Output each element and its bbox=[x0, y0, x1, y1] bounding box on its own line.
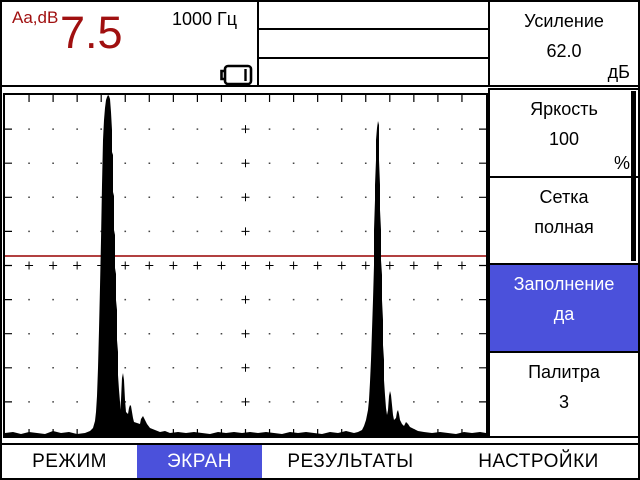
panel-item-brightness[interactable]: Яркость 100 % bbox=[488, 88, 640, 178]
bottom-menu-bar: РЕЖИМ ЭКРАН РЕЗУЛЬТАТЫ НАСТРОЙКИ bbox=[0, 443, 640, 480]
panel-item-gain-label: Усиление bbox=[524, 11, 604, 31]
panel-item-palette-value: 3 bbox=[558, 392, 569, 412]
panel-item-fill[interactable]: Заполнение да bbox=[488, 263, 640, 353]
menu-item-2[interactable]: РЕЗУЛЬТАТЫ bbox=[262, 445, 439, 478]
menu-item-3-label: НАСТРОЙКИ bbox=[478, 451, 599, 472]
panel-item-grid[interactable]: Сетка полная bbox=[488, 176, 640, 265]
panel-scrollbar-thumb[interactable] bbox=[631, 91, 636, 261]
measurement-value: 7.5 bbox=[60, 7, 123, 58]
panel-item-brightness-unit: % bbox=[613, 153, 630, 173]
panel-item-brightness-value: 100 bbox=[548, 129, 580, 149]
menu-item-0-label: РЕЖИМ bbox=[32, 451, 107, 472]
panel-item-brightness-label: Яркость bbox=[530, 99, 598, 119]
panel-item-palette-label: Палитра bbox=[528, 362, 600, 382]
ascan-waveform bbox=[5, 95, 486, 436]
panel-item-grid-label: Сетка bbox=[539, 187, 589, 207]
menu-item-0[interactable]: РЕЖИМ bbox=[2, 445, 137, 478]
panel-item-gain-value: 62.0 bbox=[546, 41, 582, 61]
measurement-mode-label: Aa,dB bbox=[12, 8, 59, 27]
measurement-cell: Aa,dB 7.5 1000 Гц bbox=[0, 0, 259, 87]
panel-item-fill-value: да bbox=[553, 304, 575, 324]
menu-item-1[interactable]: ЭКРАН bbox=[137, 445, 262, 478]
ascan-svg bbox=[5, 95, 486, 436]
menu-item-1-label: ЭКРАН bbox=[166, 451, 233, 472]
panel-item-palette[interactable]: Палитра 3 bbox=[488, 351, 640, 438]
menu-item-3[interactable]: НАСТРОЙКИ bbox=[439, 445, 638, 478]
panel-item-gain-unit: дБ bbox=[607, 62, 630, 82]
menu-item-2-label: РЕЗУЛЬТАТЫ bbox=[287, 451, 414, 472]
panel-item-fill-label: Заполнение bbox=[513, 274, 615, 294]
frequency-readout: 1000 Гц bbox=[172, 9, 238, 29]
panel-item-grid-value: полная bbox=[534, 217, 594, 237]
readout-row-3 bbox=[257, 57, 490, 87]
readout-row-2 bbox=[257, 28, 490, 59]
grid-plus-marks bbox=[25, 125, 466, 406]
panel-item-gain[interactable]: Усиление 62.0 дБ bbox=[488, 0, 640, 87]
grid-dots bbox=[28, 128, 463, 403]
battery-icon bbox=[218, 64, 254, 91]
readout-row-1 bbox=[257, 0, 490, 30]
ascan-plot bbox=[3, 93, 488, 438]
